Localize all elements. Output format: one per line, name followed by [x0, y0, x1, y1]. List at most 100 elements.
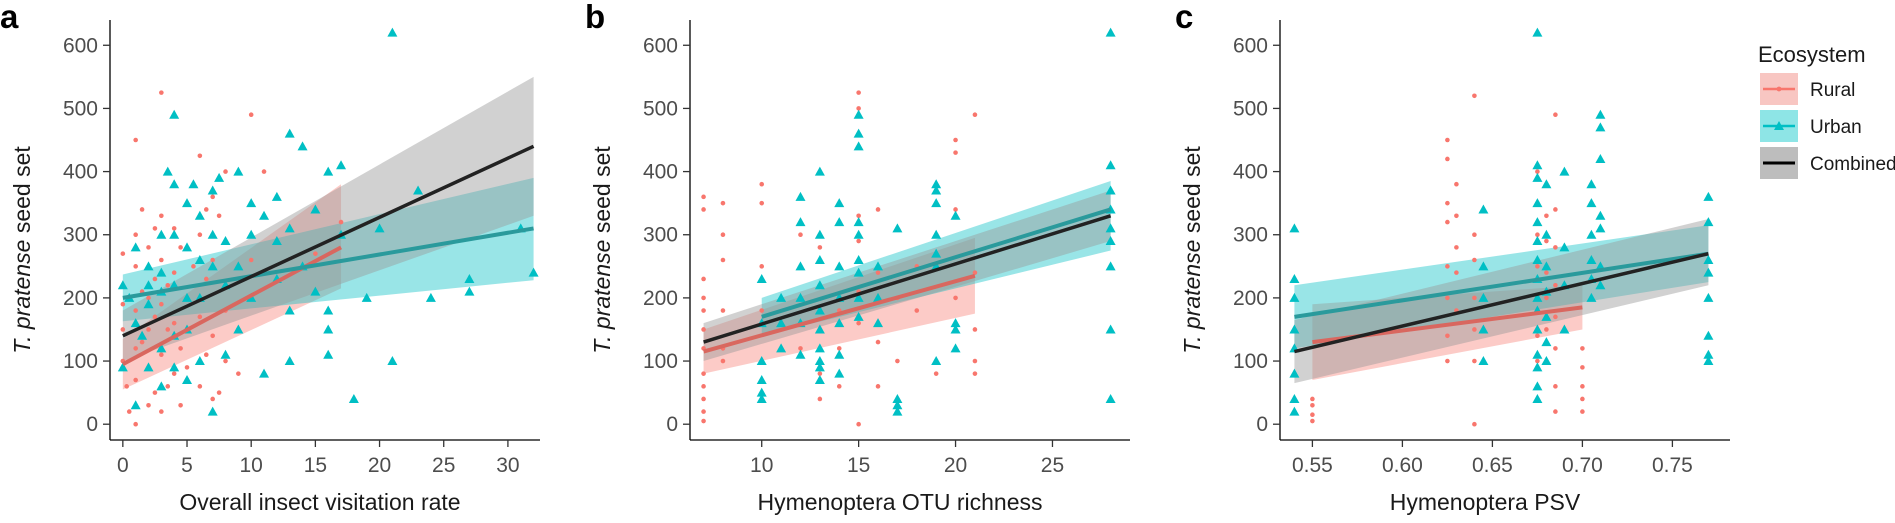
panel-b-point-rural [875, 384, 881, 389]
panel-c-point-urban [1586, 179, 1597, 189]
panel-a-point-rural [203, 352, 209, 358]
panel-a-point-urban [220, 236, 231, 246]
panel-c-point-rural [1472, 358, 1477, 364]
panel-a-y-tick-label: 100 [63, 350, 98, 373]
panel-c-point-rural [1553, 207, 1558, 212]
panel-a-point-urban [162, 166, 173, 176]
panel-a-point-rural [165, 282, 171, 288]
panel-c-y-tick-label: 0 [1256, 413, 1268, 436]
panel-b-point-rural [817, 245, 823, 250]
panel-b-point-rural [701, 207, 706, 212]
panel-a-point-urban [246, 198, 257, 208]
panel-c-point-urban [1532, 349, 1543, 359]
panel-c-point-urban [1532, 172, 1543, 182]
panel-b-point-rural [856, 106, 861, 111]
panel-a-point-urban [387, 27, 398, 37]
panel-b-axes: 0 100 200 300 400 500 600 10 15 20 25 [643, 20, 1130, 477]
panel-label-a: a [0, 0, 19, 35]
panel-b-y-tick-label: 300 [643, 224, 678, 247]
panel-b-point-urban [1105, 324, 1116, 334]
panel-b-point-rural [972, 112, 978, 118]
panel-a-point-rural [146, 295, 151, 301]
panel-b-point-urban [756, 356, 767, 366]
panel-a-point-urban [323, 324, 334, 334]
panel-a-point-rural [120, 327, 126, 332]
panel-a-point-urban [323, 349, 334, 359]
panel-a-point-urban [194, 255, 205, 264]
panel-c-point-urban [1289, 406, 1300, 416]
panel-a-point-urban [528, 267, 539, 277]
panel-b-y-tick-label: 200 [643, 287, 678, 310]
panel-c-point-urban [1559, 242, 1570, 252]
panel-b-point-urban [834, 261, 845, 271]
panel-a-point-urban [310, 286, 321, 296]
panel-b-point-urban [1105, 393, 1116, 403]
panel-b-point-urban [756, 393, 767, 403]
panel-a-point-rural [178, 346, 183, 351]
panel-c-y-tick-label: 400 [1233, 161, 1268, 184]
panel-b-point-rural [701, 295, 706, 301]
panel-a-point-rural [248, 257, 254, 263]
panel-c-point-urban [1478, 324, 1489, 334]
panel-c-fit-line-urban [1294, 251, 1709, 319]
panel-c-point-urban [1541, 179, 1552, 189]
panel-b-point-rural [701, 418, 706, 424]
panel-a-point-urban [143, 280, 154, 290]
panel-a-point-rural [191, 264, 196, 269]
panel-a-point-urban [259, 210, 270, 220]
panel-a-point-urban [182, 198, 193, 208]
panel-c-y-axis-label-species: T. pratense [1179, 240, 1205, 354]
panel-c-point-rural [1535, 169, 1540, 174]
panel-c-point-rural [1580, 365, 1585, 370]
panel-c-point-rural [1445, 333, 1450, 339]
panel-c-point-rural [1472, 327, 1477, 332]
panel-b-point-urban [814, 255, 825, 264]
panel-b-fit-line-rural [703, 273, 976, 354]
panel-b-point-urban [873, 318, 884, 328]
panel-b-point-rural [836, 346, 842, 351]
panel-b-point-urban [776, 318, 787, 328]
panel-a-point-rural [210, 257, 215, 263]
panel-a-y-axis-label: T. pratense seed set [9, 146, 35, 354]
panel-a-point-urban [169, 229, 180, 239]
panel-c: c 0 100 200 300 400 500 600 0.55 0.60 0.65 0.70 0.7… [1175, 0, 1730, 515]
panel-b-point-rural [933, 371, 939, 376]
panel-a-point-urban [425, 292, 436, 302]
panel-c-point-rural [1472, 295, 1477, 301]
panel-c-point-urban [1559, 324, 1570, 334]
panel-b-point-rural [759, 264, 765, 269]
panel-b-point-urban [853, 128, 864, 138]
panel-c-point-urban [1703, 349, 1714, 359]
panel-c-point-rural [1580, 396, 1585, 402]
panel-b-point-urban [1105, 185, 1116, 195]
panel-a-point-urban [246, 229, 257, 239]
panel-c-y-axis-label-rest: seed set [1179, 146, 1205, 240]
panel-c-point-rural [1535, 232, 1540, 238]
panel-b-point-rural [759, 200, 765, 206]
panel-c-fit-line-combined [1293, 251, 1709, 354]
panel-c-point-urban [1289, 324, 1300, 334]
panel-a-fit-line-combined [122, 144, 535, 338]
panel-b-band-combined [703, 190, 1111, 362]
panel-c-point-urban [1532, 381, 1543, 391]
panel-a-point-rural [248, 112, 254, 118]
panel-a-point-rural [124, 384, 129, 389]
panel-a-point-rural [139, 207, 145, 212]
panel-b-point-urban [931, 185, 942, 195]
panel-b-y-axis-label-species: T. pratense [589, 240, 615, 354]
panel-a-x-tick-label: 5 [181, 454, 193, 477]
legend-label-rural: Rural [1810, 80, 1855, 101]
panel-c-point-rural [1580, 346, 1585, 351]
panel-a-y-tick-label: 400 [63, 161, 98, 184]
panel-c-point-rural [1553, 245, 1558, 250]
panel-c-point-urban [1532, 198, 1543, 208]
panel-c-point-rural [1310, 402, 1315, 408]
panel-a-point-rural [152, 390, 158, 395]
panel-a-point-rural [197, 384, 203, 389]
panel-a-point-urban [284, 128, 295, 138]
panel-c-point-rural [1535, 333, 1540, 339]
panel-a-point-rural [139, 339, 145, 345]
panel-b-point-urban [814, 343, 825, 353]
panel-b-point-rural [701, 384, 706, 389]
panel-a-point-urban [220, 349, 231, 359]
